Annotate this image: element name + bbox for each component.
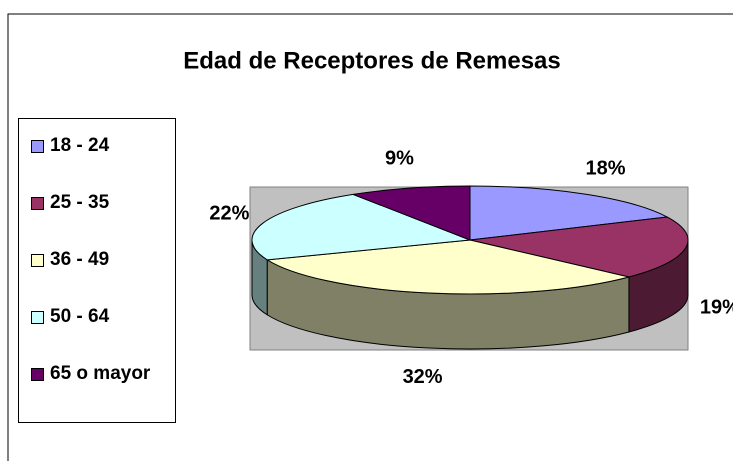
chart-title: Edad de Receptores de Remesas <box>183 47 561 74</box>
legend: 18 - 24 25 - 35 36 - 49 50 - 64 65 o mayor <box>18 118 176 423</box>
slice <box>265 239 630 295</box>
legend-swatch <box>31 197 44 210</box>
legend-item: 65 o mayor <box>31 361 167 418</box>
legend-item: 36 - 49 <box>31 247 167 304</box>
legend-label: 18 - 24 <box>50 135 110 156</box>
legend-swatch <box>31 140 44 153</box>
legend-item: 50 - 64 <box>31 304 167 361</box>
data-label: 22% <box>209 202 249 224</box>
data-label: 9% <box>385 148 414 170</box>
legend-swatch <box>31 368 44 381</box>
legend-swatch <box>31 254 44 267</box>
slice <box>469 185 669 241</box>
slice <box>251 193 471 261</box>
slice <box>351 185 471 241</box>
legend-label: 36 - 49 <box>50 249 110 270</box>
legend-label: 25 - 35 <box>50 192 110 213</box>
legend-item: 18 - 24 <box>31 133 167 190</box>
legend-item: 25 - 35 <box>31 190 167 247</box>
legend-swatch <box>31 311 44 324</box>
data-label: 19% <box>700 296 733 318</box>
data-label: 18% <box>586 157 626 179</box>
legend-label: 65 o mayor <box>50 363 151 384</box>
slice <box>469 216 689 278</box>
pie <box>251 185 689 350</box>
data-label: 32% <box>403 366 443 388</box>
legend-label: 50 - 64 <box>50 306 110 327</box>
